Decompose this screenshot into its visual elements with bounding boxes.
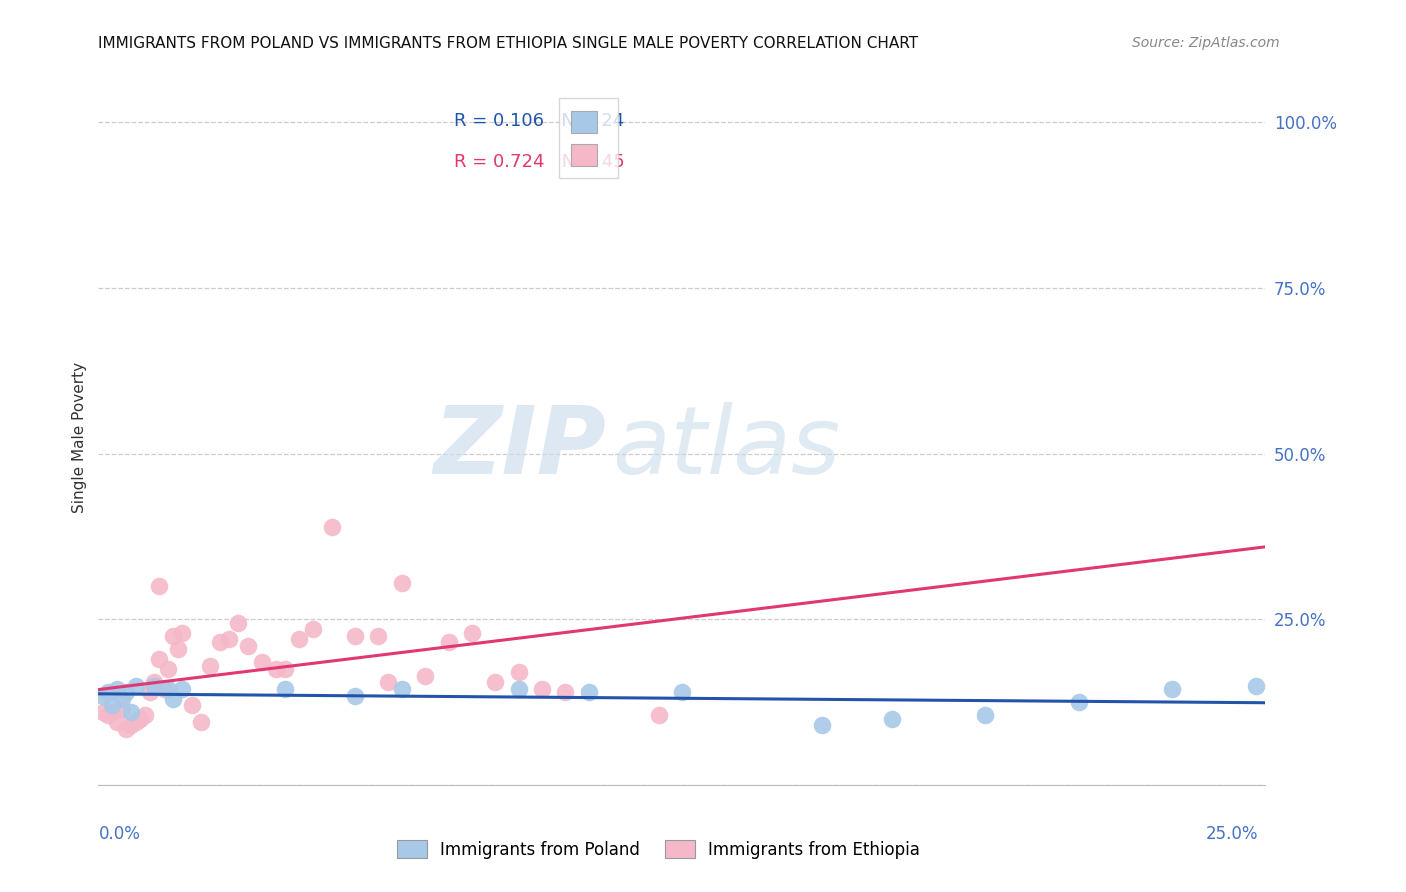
Point bbox=[101, 698, 124, 713]
Point bbox=[200, 658, 222, 673]
Point bbox=[172, 625, 194, 640]
Point bbox=[115, 722, 138, 736]
Point bbox=[134, 708, 156, 723]
Point bbox=[111, 702, 134, 716]
Text: 25.0%: 25.0% bbox=[1206, 825, 1258, 843]
Point bbox=[166, 642, 188, 657]
Point bbox=[274, 662, 297, 676]
Point bbox=[143, 679, 166, 693]
Text: R = 0.106   N = 24: R = 0.106 N = 24 bbox=[454, 112, 624, 129]
Point bbox=[157, 681, 180, 696]
Point bbox=[190, 714, 212, 729]
Point bbox=[377, 675, 399, 690]
Point bbox=[647, 708, 669, 723]
Point bbox=[974, 708, 997, 723]
Text: Source: ZipAtlas.com: Source: ZipAtlas.com bbox=[1132, 36, 1279, 50]
Point bbox=[1161, 681, 1184, 696]
Point bbox=[139, 685, 162, 699]
Point bbox=[91, 705, 114, 719]
Point bbox=[97, 708, 120, 723]
Point bbox=[97, 685, 120, 699]
Point bbox=[1244, 679, 1267, 693]
Point bbox=[264, 662, 287, 676]
Point bbox=[208, 635, 231, 649]
Point bbox=[508, 665, 530, 680]
Point bbox=[172, 681, 194, 696]
Point bbox=[880, 712, 903, 726]
Point bbox=[413, 668, 436, 682]
Point bbox=[288, 632, 311, 647]
Point bbox=[554, 685, 576, 699]
Point bbox=[129, 712, 152, 726]
Point bbox=[152, 681, 174, 696]
Point bbox=[508, 681, 530, 696]
Point bbox=[391, 575, 413, 590]
Point bbox=[671, 685, 693, 699]
Point bbox=[218, 632, 240, 647]
Text: R = 0.724   N = 45: R = 0.724 N = 45 bbox=[454, 153, 626, 171]
Point bbox=[250, 656, 273, 670]
Point bbox=[101, 705, 124, 719]
Point bbox=[461, 625, 484, 640]
Text: ZIP: ZIP bbox=[433, 401, 606, 493]
Point bbox=[148, 579, 170, 593]
Point bbox=[162, 691, 184, 706]
Point bbox=[302, 622, 325, 636]
Point bbox=[1067, 695, 1090, 709]
Point bbox=[162, 629, 184, 643]
Point bbox=[148, 652, 170, 666]
Point bbox=[274, 681, 297, 696]
Legend: , : , bbox=[558, 98, 619, 178]
Point bbox=[143, 675, 166, 690]
Point bbox=[111, 691, 134, 706]
Point bbox=[578, 685, 600, 699]
Point bbox=[115, 685, 138, 699]
Point bbox=[157, 662, 180, 676]
Point bbox=[125, 679, 148, 693]
Point bbox=[236, 639, 259, 653]
Point bbox=[91, 689, 114, 703]
Point bbox=[120, 718, 142, 732]
Point bbox=[367, 629, 389, 643]
Text: atlas: atlas bbox=[612, 402, 841, 493]
Point bbox=[180, 698, 202, 713]
Point bbox=[125, 714, 148, 729]
Point bbox=[530, 681, 553, 696]
Point bbox=[344, 629, 367, 643]
Y-axis label: Single Male Poverty: Single Male Poverty bbox=[72, 361, 87, 513]
Point bbox=[811, 718, 834, 732]
Point bbox=[120, 705, 142, 719]
Text: 0.0%: 0.0% bbox=[98, 825, 141, 843]
Point bbox=[391, 681, 413, 696]
Point bbox=[344, 689, 367, 703]
Point bbox=[228, 615, 250, 630]
Point bbox=[437, 635, 460, 649]
Point bbox=[484, 675, 506, 690]
Point bbox=[105, 714, 128, 729]
Point bbox=[105, 681, 128, 696]
Text: IMMIGRANTS FROM POLAND VS IMMIGRANTS FROM ETHIOPIA SINGLE MALE POVERTY CORRELATI: IMMIGRANTS FROM POLAND VS IMMIGRANTS FRO… bbox=[98, 36, 918, 51]
Point bbox=[321, 519, 343, 533]
